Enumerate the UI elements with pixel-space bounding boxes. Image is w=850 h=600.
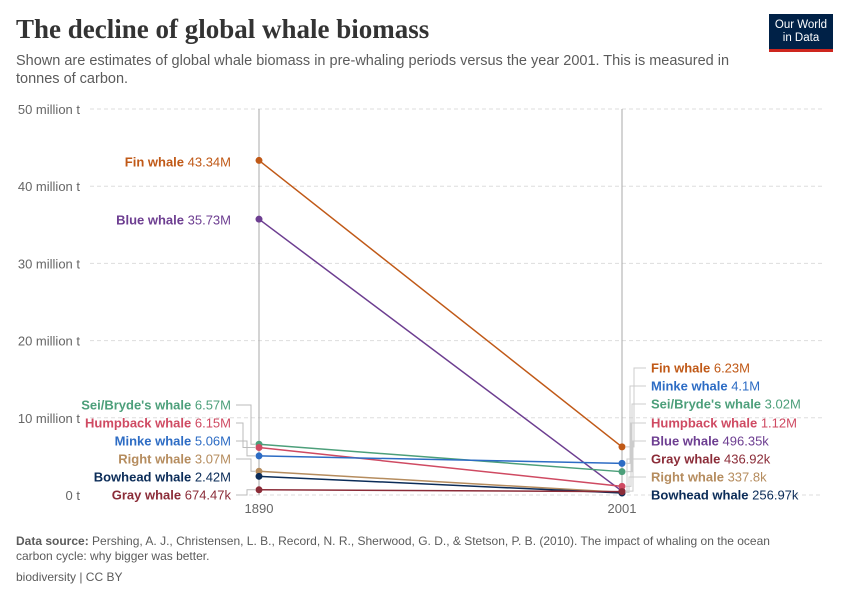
data-point [255, 472, 263, 480]
data-point [618, 488, 626, 496]
data-point [255, 156, 263, 164]
data-source: Data source: Pershing, A. J., Christense… [16, 534, 776, 564]
series-line [258, 455, 623, 465]
x-tick-label: 2001 [608, 501, 637, 516]
series-label-left: Gray whale 674.47k [112, 488, 232, 503]
series-label-left: Right whale 3.07M [118, 452, 231, 467]
connector-line [626, 403, 646, 473]
series-line [258, 443, 623, 473]
chart-subtitle: Shown are estimates of global whale biom… [16, 53, 730, 87]
series-label-left: Minke whale 5.06M [115, 434, 231, 449]
connector-line [236, 404, 255, 445]
series-label-left: Sei/Bryde's whale 6.57M [81, 398, 231, 413]
y-tick-label: 20 million t [18, 334, 81, 349]
series-line [258, 470, 623, 494]
connector-line [626, 458, 646, 493]
license: biodiversity | CC BY [16, 570, 123, 584]
series-line [258, 446, 623, 488]
y-tick-label: 10 million t [18, 411, 81, 426]
series-line [258, 218, 623, 492]
connector-line [626, 385, 646, 464]
source-text: Pershing, A. J., Christensen, L. B., Rec… [16, 534, 770, 563]
connector-line [626, 367, 646, 448]
chart-title: The decline of global whale biomass [16, 14, 430, 44]
y-tick-label: 40 million t [18, 179, 81, 194]
data-point [618, 482, 626, 490]
connector-line [626, 476, 646, 493]
series-label-right: Blue whale 496.35k [651, 434, 769, 449]
connector-line [236, 489, 255, 496]
connector-line [236, 440, 255, 457]
owid-logo[interactable]: Our World in Data [769, 14, 833, 52]
data-point [255, 215, 263, 223]
data-point [255, 452, 263, 460]
data-point [255, 444, 263, 452]
series-label-right: Bowhead whale 256.97k [651, 488, 799, 503]
series-label-right: Gray whale 436.92k [651, 452, 771, 467]
series-label-right: Right whale 337.8k [651, 470, 767, 485]
series-label-right: Minke whale 4.1M [651, 379, 760, 394]
series-label-left: Humpback whale 6.15M [85, 416, 231, 431]
series-line [258, 489, 623, 493]
x-tick-label: 1890 [245, 501, 274, 516]
y-tick-label: 0 t [66, 488, 81, 503]
series-line [258, 475, 623, 494]
series-label-left: Fin whale 43.34M [125, 155, 231, 170]
connector-line [236, 422, 255, 449]
source-label: Data source: [16, 534, 89, 548]
data-point [255, 486, 263, 494]
series-line [258, 159, 623, 448]
series-label-left: Blue whale 35.73M [116, 213, 231, 228]
series-label-left: Bowhead whale 2.42M [94, 470, 231, 485]
data-point [618, 459, 626, 467]
data-point [618, 443, 626, 451]
y-tick-label: 30 million t [18, 256, 81, 271]
data-point [255, 467, 263, 475]
data-point [618, 468, 626, 476]
connector-line [236, 458, 255, 472]
series-label-right: Humpback whale 1.12M [651, 416, 797, 431]
series-label-right: Fin whale 6.23M [651, 361, 750, 376]
y-tick-label: 50 million t [18, 102, 81, 117]
series-label-right: Sei/Bryde's whale 3.02M [651, 397, 801, 412]
